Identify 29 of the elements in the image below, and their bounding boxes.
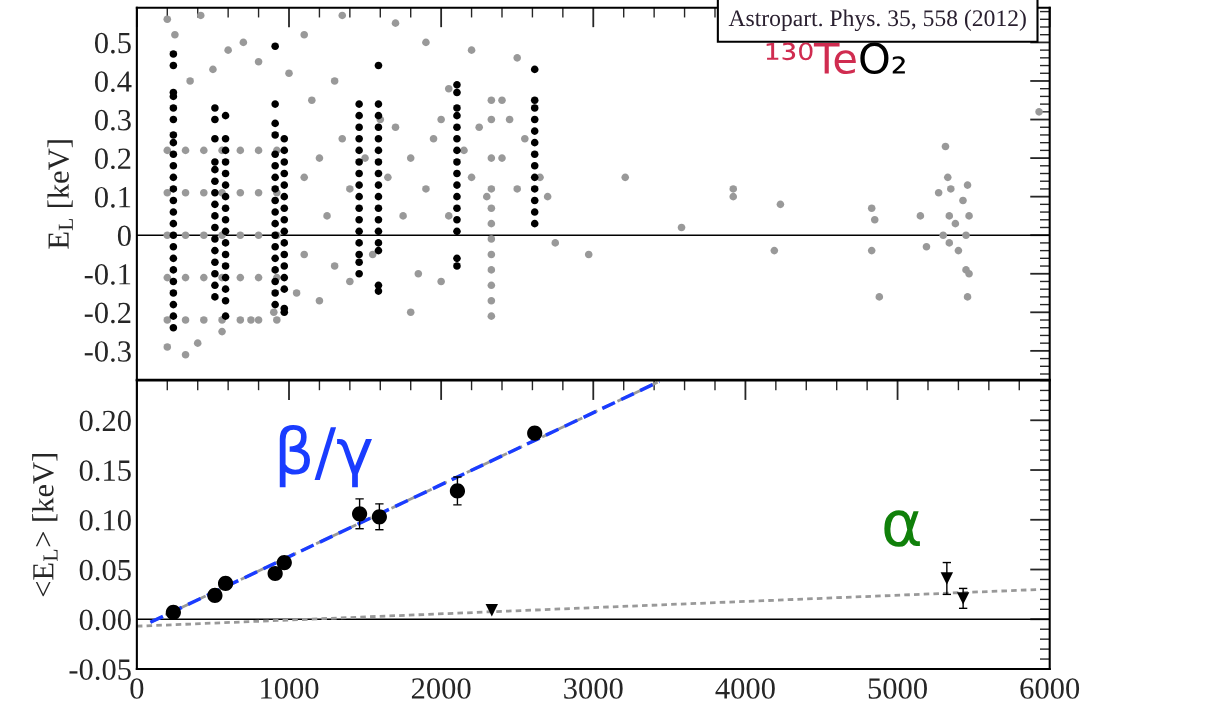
x-tick-label: 4000 <box>715 678 775 699</box>
x-tick-label: 2000 <box>411 678 471 699</box>
y-tick-label: -0.2 <box>84 302 131 324</box>
y-tick-label: -0.05 <box>69 659 131 681</box>
x-tick-label: 6000 <box>1020 678 1080 699</box>
annotation: ¹³⁰Te <box>766 42 856 75</box>
x-tick-label: 1000 <box>261 678 319 699</box>
annotation: α <box>884 510 920 547</box>
annotation: O₂ <box>860 42 905 75</box>
x-tick-label: 5000 <box>868 678 927 699</box>
y-tick-label: 0.3 <box>94 109 131 131</box>
y-tick-label: 0.4 <box>94 71 132 93</box>
y-tick-label: -0.1 <box>84 264 131 285</box>
y-tick-label: 0.05 <box>79 559 131 581</box>
y-tick-label: 0.1 <box>94 186 131 208</box>
y-axis-title: E$_{L}$ [keV] <box>47 140 73 249</box>
y-tick-label: 0.15 <box>79 460 131 482</box>
x-tick-label: 0 <box>130 678 144 699</box>
y-tick-label: 0.10 <box>79 510 131 531</box>
annotation: β/γ <box>279 425 372 488</box>
y-tick-label: 0.00 <box>79 609 131 631</box>
y-tick-label: 0.20 <box>79 410 131 432</box>
y-tick-label: 0 <box>117 225 131 247</box>
x-tick-label: 3000 <box>564 678 623 699</box>
y-tick-label: 0.5 <box>94 32 131 54</box>
annotation: Astropart. Phys. 35, 558 (2012) <box>728 9 1026 32</box>
y-tick-label: 0.2 <box>94 148 131 170</box>
y-axis-title: <E$_{L}$> [keV] <box>32 454 58 597</box>
y-tick-label: -0.3 <box>84 341 131 362</box>
